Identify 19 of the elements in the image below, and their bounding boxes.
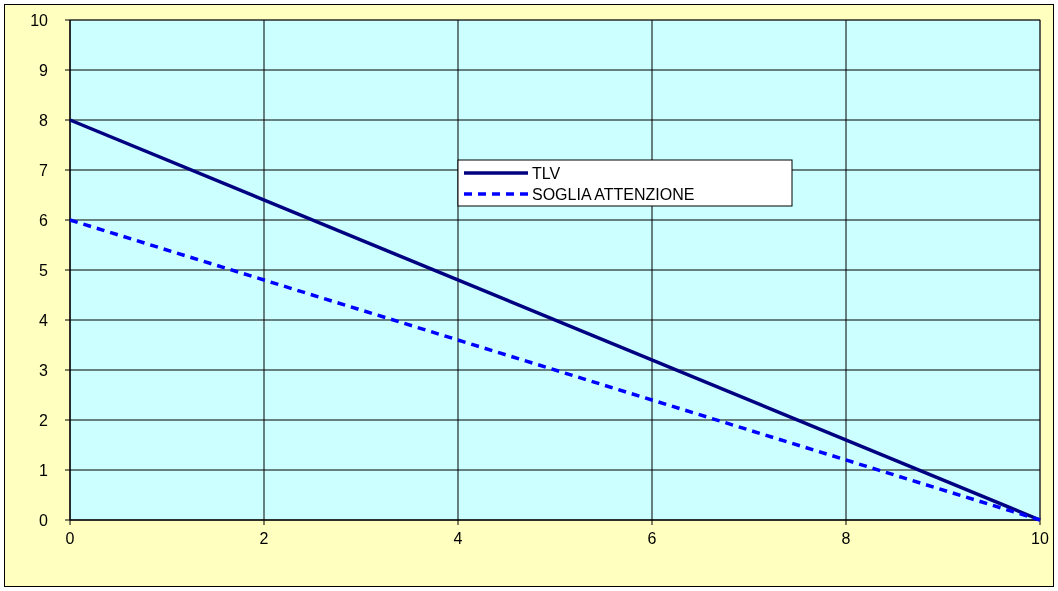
y-tick-label: 2 xyxy=(39,412,49,429)
legend-label: SOGLIA ATTENZIONE xyxy=(532,186,695,203)
y-tick-label: 7 xyxy=(39,162,49,179)
y-tick-label: 1 xyxy=(39,462,49,479)
y-tick-label: 9 xyxy=(39,62,49,79)
y-tick-label: 6 xyxy=(39,212,49,229)
x-tick-label: 6 xyxy=(647,530,657,547)
y-tick-label: 3 xyxy=(39,362,49,379)
y-tick-label: 0 xyxy=(39,512,49,529)
x-tick-label: 8 xyxy=(841,530,851,547)
x-tick-label: 4 xyxy=(453,530,463,547)
legend-label: TLV xyxy=(532,165,561,182)
x-tick-label: 10 xyxy=(1031,530,1049,547)
x-tick-label: 2 xyxy=(259,530,269,547)
y-tick-label: 10 xyxy=(30,12,49,29)
y-tick-label: 4 xyxy=(39,312,49,329)
y-tick-label: 8 xyxy=(39,112,49,129)
y-tick-label: 5 xyxy=(39,262,49,279)
x-tick-label: 0 xyxy=(65,530,75,547)
